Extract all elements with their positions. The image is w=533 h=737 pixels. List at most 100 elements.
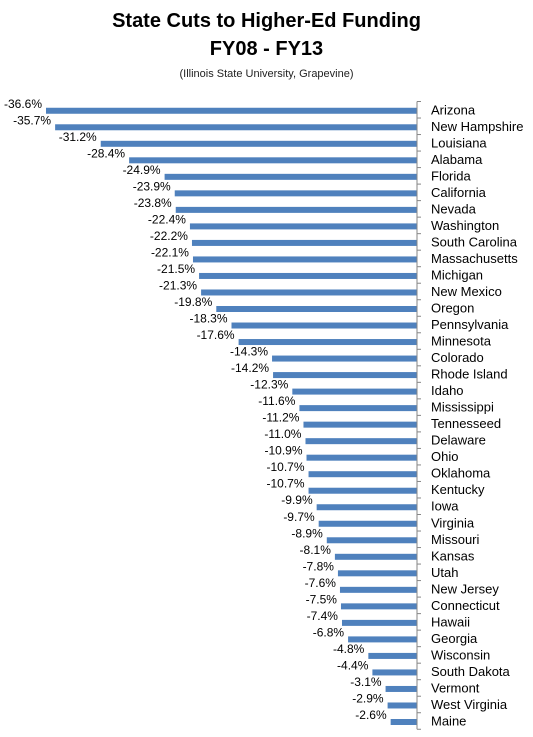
data-label: -21.3%	[159, 278, 197, 292]
bar	[175, 206, 417, 213]
bar	[192, 256, 417, 263]
data-label: -10.7%	[267, 460, 305, 474]
bar	[191, 239, 417, 246]
bar	[348, 636, 417, 643]
category-label: New Jersey	[431, 581, 499, 596]
data-label: -21.5%	[157, 262, 195, 276]
bar	[341, 619, 417, 626]
bar	[306, 454, 417, 461]
category-label: Louisiana	[431, 135, 487, 150]
data-label: -4.8%	[333, 642, 365, 656]
data-label: -6.8%	[313, 625, 345, 639]
bar	[308, 487, 417, 494]
chart-source: (Illinois State University, Grapevine)	[179, 68, 354, 80]
category-label: Idaho	[431, 383, 464, 398]
category-label: Michigan	[431, 267, 483, 282]
data-label: -9.9%	[281, 493, 313, 507]
data-label: -7.8%	[303, 559, 335, 573]
chart-subtitle: FY08 - FY13	[209, 38, 324, 60]
category-label: Kentucky	[431, 482, 485, 497]
data-label: -31.2%	[59, 130, 97, 144]
category-label: Missouri	[431, 532, 480, 547]
category-label: New Mexico	[431, 284, 502, 299]
data-label: -2.6%	[355, 708, 387, 722]
category-label: Connecticut	[431, 598, 500, 613]
bar	[292, 388, 417, 395]
bar	[100, 140, 417, 147]
bar	[387, 702, 417, 709]
category-label: Ohio	[431, 449, 458, 464]
bar	[326, 537, 417, 544]
category-label: California	[431, 185, 487, 200]
data-label: -4.4%	[337, 658, 369, 672]
bar	[55, 124, 417, 131]
bar	[316, 504, 417, 511]
data-label: -35.7%	[13, 113, 51, 127]
category-label: Wisconsin	[431, 647, 490, 662]
data-label: -22.4%	[148, 212, 186, 226]
data-label: -19.8%	[174, 295, 212, 309]
bar	[308, 471, 417, 478]
data-label: -9.7%	[283, 510, 315, 524]
category-label: Tennesseed	[431, 416, 501, 431]
data-label: -18.3%	[189, 312, 227, 326]
bar	[337, 570, 417, 577]
data-label: -7.4%	[307, 609, 339, 623]
data-label: -36.6%	[4, 97, 42, 111]
bar	[199, 272, 417, 279]
bar	[339, 586, 417, 593]
category-label: Vermont	[431, 680, 480, 695]
data-label: -17.6%	[197, 328, 235, 342]
data-label: -22.1%	[151, 245, 189, 259]
category-label: Minnesota	[431, 334, 492, 349]
category-label: Virginia	[431, 515, 475, 530]
bar	[201, 289, 417, 296]
bar	[46, 107, 417, 114]
data-label: -12.3%	[250, 378, 288, 392]
category-label: Hawaii	[431, 614, 470, 629]
bar	[385, 685, 417, 692]
bar	[272, 355, 417, 362]
data-label: -10.7%	[267, 477, 305, 491]
category-label: Washington	[431, 218, 499, 233]
data-label: -10.9%	[264, 444, 302, 458]
data-label: -11.6%	[258, 394, 295, 408]
category-label: New Hampshire	[431, 119, 523, 134]
category-label: Georgia	[431, 631, 478, 646]
category-label: Delaware	[431, 433, 486, 448]
category-label: Nevada	[431, 201, 477, 216]
data-label: -7.6%	[305, 576, 337, 590]
bar	[340, 603, 417, 610]
data-label: -23.9%	[133, 179, 171, 193]
category-label: Colorado	[431, 350, 484, 365]
category-label: Oregon	[431, 301, 474, 316]
data-label: -14.3%	[230, 345, 268, 359]
data-label: -14.2%	[231, 361, 269, 375]
category-label: Rhode Island	[431, 367, 508, 382]
data-label: -11.2%	[262, 411, 299, 425]
category-label: Florida	[431, 168, 472, 183]
category-label: Kansas	[431, 548, 475, 563]
data-label: -2.9%	[352, 691, 384, 705]
category-label: South Dakota	[431, 664, 511, 679]
category-label: Arizona	[431, 102, 476, 117]
bar	[238, 339, 417, 346]
category-label: West Virginia	[431, 697, 508, 712]
bar	[216, 306, 417, 312]
bar	[189, 223, 417, 230]
data-label: -7.5%	[306, 592, 338, 606]
data-label: -3.1%	[350, 675, 382, 689]
bar	[273, 372, 417, 379]
chart-title: State Cuts to Higher-Ed Funding	[112, 10, 421, 32]
bar	[334, 553, 417, 560]
data-label: -8.1%	[300, 543, 332, 557]
category-label: Oklahoma	[431, 466, 491, 481]
bar	[368, 652, 417, 659]
bar	[372, 669, 417, 676]
category-label: Alabama	[431, 152, 483, 167]
bar	[390, 719, 417, 725]
bar	[164, 173, 417, 180]
data-label: -24.9%	[123, 163, 161, 177]
category-label: Massachusetts	[431, 251, 518, 266]
